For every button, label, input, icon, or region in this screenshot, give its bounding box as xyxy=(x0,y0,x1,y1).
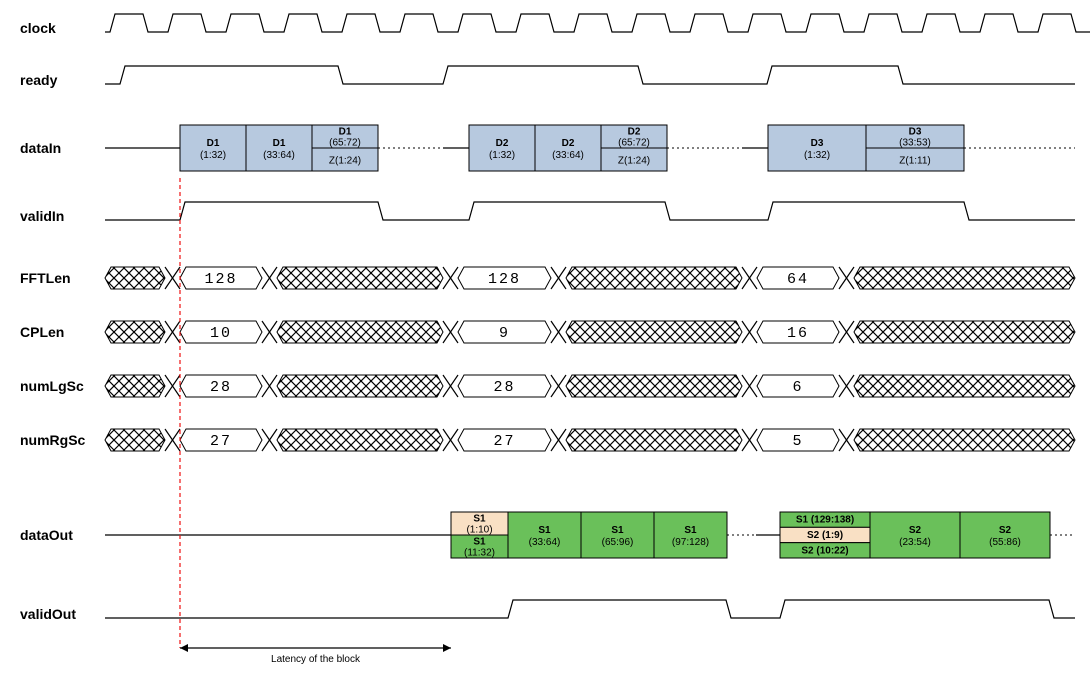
CPLen-val: 10 xyxy=(210,325,232,342)
datain-text: D1 xyxy=(273,138,286,149)
datain-text: D2 xyxy=(562,138,575,149)
FFTLen-label: FFTLen xyxy=(20,270,71,286)
datain-text: (33:64) xyxy=(263,150,295,161)
numLgSc-val: 28 xyxy=(210,379,232,396)
numLgSc-val: 28 xyxy=(493,379,515,396)
dataout-text: S1 xyxy=(538,525,551,536)
dataout-text: S1 xyxy=(473,537,486,548)
CPLen-label: CPLen xyxy=(20,324,64,340)
dataout-text: (1:10) xyxy=(466,525,492,536)
numRgSc-val: 5 xyxy=(792,433,803,450)
datain-text: D3 xyxy=(909,127,922,138)
clock-wave xyxy=(105,14,1090,32)
arrowhead-left xyxy=(180,644,188,652)
datain-text: (1:32) xyxy=(804,150,830,161)
dataout-text: S2 (1:9) xyxy=(807,530,843,541)
validOut-wave xyxy=(105,600,1075,618)
datain-text: Z(1:11) xyxy=(899,156,931,167)
FFTLen-val: 64 xyxy=(787,271,809,288)
dataout-text: (33:64) xyxy=(529,537,561,548)
dataout-text: S1 (129:138) xyxy=(796,515,854,526)
numRgSc-val: 27 xyxy=(493,433,515,450)
datain-text: D2 xyxy=(496,138,509,149)
numLgSc-label: numLgSc xyxy=(20,378,84,394)
datain-text: (33:64) xyxy=(552,150,584,161)
dataout-text: (65:96) xyxy=(602,537,634,548)
CPLen-val: 9 xyxy=(499,325,510,342)
datain-text: (1:32) xyxy=(489,150,515,161)
dataout-text: S2 xyxy=(999,525,1012,536)
ready-wave xyxy=(105,66,1075,84)
dataout-text: S2 xyxy=(909,525,922,536)
CPLen-val: 16 xyxy=(787,325,809,342)
datain-text: D2 xyxy=(628,127,641,138)
validOut-label: validOut xyxy=(20,606,76,622)
dataout-text: (55:86) xyxy=(989,537,1021,548)
datain-text: Z(1:24) xyxy=(329,156,361,167)
arrowhead-right xyxy=(443,644,451,652)
numRgSc-val: 27 xyxy=(210,433,232,450)
numRgSc-label: numRgSc xyxy=(20,432,86,448)
dataout-text: (97:128) xyxy=(672,537,709,548)
dataout-text: (23:54) xyxy=(899,537,931,548)
validIn-label: validIn xyxy=(20,208,64,224)
clock-label: clock xyxy=(20,20,56,36)
numLgSc-val: 6 xyxy=(792,379,803,396)
latency-label: Latency of the block xyxy=(271,654,361,665)
dataout-text: S2 (10:22) xyxy=(801,545,848,556)
datain-text: D1 xyxy=(339,127,352,138)
datain-text: (65:72) xyxy=(618,138,650,149)
validIn-wave xyxy=(105,202,1075,220)
FFTLen-val: 128 xyxy=(488,271,521,288)
datain-text: Z(1:24) xyxy=(618,156,650,167)
timing-diagram: clockreadyvalidInvalidOutdataInD1(1:32)D… xyxy=(0,0,1090,669)
dataIn-label: dataIn xyxy=(20,140,61,156)
FFTLen-val: 128 xyxy=(204,271,237,288)
datain-text: (1:32) xyxy=(200,150,226,161)
dataout-text: (11:32) xyxy=(464,548,495,559)
datain-text: (65:72) xyxy=(329,138,361,149)
dataout-text: S1 xyxy=(473,514,486,525)
ready-label: ready xyxy=(20,72,58,88)
datain-text: (33:53) xyxy=(899,138,931,149)
dataout-text: S1 xyxy=(611,525,624,536)
datain-text: D3 xyxy=(811,138,824,149)
dataout-text: S1 xyxy=(684,525,697,536)
dataOut-label: dataOut xyxy=(20,527,73,543)
datain-text: D1 xyxy=(207,138,220,149)
